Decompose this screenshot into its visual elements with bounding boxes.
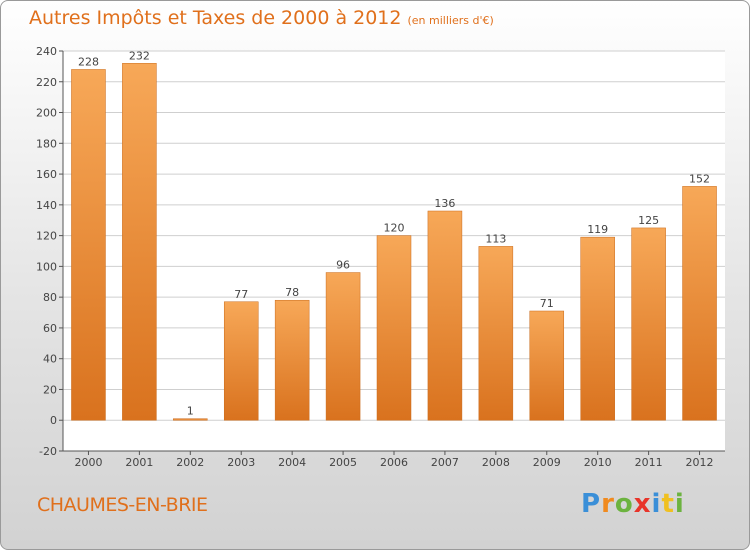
y-tick-label: 0 [50, 414, 57, 427]
data-label-2004: 78 [285, 286, 299, 299]
data-label-2000: 228 [78, 55, 99, 68]
chart-title: Autres Impôts et Taxes de 2000 à 2012 (en… [29, 7, 494, 29]
y-tick-label: 100 [36, 260, 57, 273]
bar-2002 [173, 418, 208, 421]
data-label-2003: 77 [234, 288, 248, 301]
x-tick-label-2006: 2006 [380, 456, 408, 469]
bar-2001 [122, 63, 157, 421]
town-name: CHAUMES-EN-BRIE [37, 494, 208, 516]
chart-title-text: Autres Impôts et Taxes de 2000 à 2012 [29, 7, 402, 29]
data-label-2006: 120 [384, 222, 405, 235]
x-tick-label-2010: 2010 [584, 456, 612, 469]
x-tick-label-2011: 2011 [635, 456, 663, 469]
x-tick-label-2000: 2000 [74, 456, 102, 469]
x-tick-label-2004: 2004 [278, 456, 306, 469]
y-tick-label: 40 [43, 353, 57, 366]
y-tick-label: 180 [36, 137, 57, 150]
y-tick-label: 120 [36, 230, 57, 243]
y-tick-label: 80 [43, 291, 57, 304]
bar-2003 [223, 301, 259, 421]
y-tick-label: 240 [36, 45, 57, 58]
x-tick-label-2003: 2003 [227, 456, 255, 469]
x-tick-label-2002: 2002 [176, 456, 204, 469]
data-label-2005: 96 [336, 259, 350, 272]
data-label-2011: 125 [638, 214, 659, 227]
chart-subtitle: (en milliers d'€) [407, 14, 494, 27]
y-tick-label: -20 [39, 445, 57, 458]
proxiti-logo: Proxiti [581, 489, 685, 519]
x-tick-label-2005: 2005 [329, 456, 357, 469]
y-tick-label: 20 [43, 383, 57, 396]
y-tick-label: 140 [36, 199, 57, 212]
bar-2005 [325, 272, 361, 421]
bar-2010 [580, 236, 615, 421]
x-tick-label-2009: 2009 [533, 456, 561, 469]
bar-2006 [376, 235, 412, 421]
y-tick-label: 60 [43, 322, 57, 335]
data-label-2001: 232 [129, 49, 150, 62]
bar-2004 [274, 299, 310, 421]
bar-2000 [71, 69, 106, 421]
y-tick-label: 220 [36, 76, 57, 89]
data-label-2010: 119 [587, 223, 608, 236]
y-tick-label: 200 [36, 107, 57, 120]
y-tick-label: 160 [36, 168, 57, 181]
data-label-2007: 136 [434, 197, 455, 210]
x-tick-label-2012: 2012 [686, 456, 714, 469]
x-tick-label-2008: 2008 [482, 456, 510, 469]
x-tick-label-2001: 2001 [125, 456, 153, 469]
data-label-2002: 1 [187, 405, 194, 418]
data-label-2009: 71 [540, 297, 554, 310]
bar-2011 [631, 227, 666, 421]
data-label-2012: 152 [689, 172, 710, 185]
bar-2008 [478, 246, 514, 421]
bar-2012 [682, 186, 717, 421]
data-label-2008: 113 [485, 232, 506, 245]
bar-2007 [427, 210, 463, 421]
bar-2009 [529, 310, 565, 421]
x-tick-label-2007: 2007 [431, 456, 459, 469]
